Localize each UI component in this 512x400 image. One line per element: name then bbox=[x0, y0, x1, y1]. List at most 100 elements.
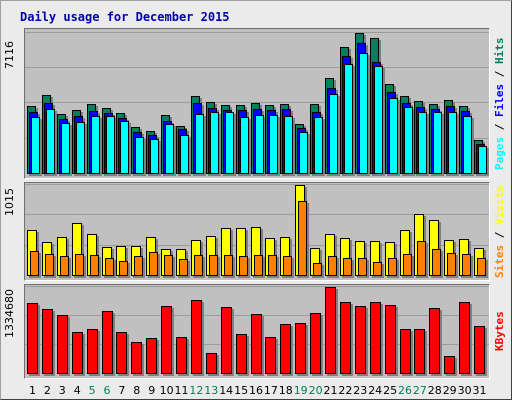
kbytes-bar-day-31 bbox=[474, 326, 485, 374]
x-tick-label: 31 bbox=[472, 384, 487, 397]
kbytes-bar-day-23 bbox=[354, 306, 366, 374]
kbytes-bar-day-17 bbox=[265, 337, 277, 374]
kbytes-bar-day-12 bbox=[190, 300, 202, 374]
kbytes-bar-day-4 bbox=[71, 332, 83, 374]
sites-bar-day-29 bbox=[447, 253, 457, 276]
legend-separator: / bbox=[493, 63, 506, 84]
sites-bar-day-11 bbox=[179, 259, 188, 276]
pages-bar-day-19 bbox=[299, 132, 309, 174]
gridline bbox=[25, 214, 489, 215]
kbytes-bar-day-3 bbox=[56, 315, 68, 374]
pages-bar-day-17 bbox=[269, 115, 279, 174]
pages-bar-day-15 bbox=[239, 117, 249, 174]
pages-bar-day-18 bbox=[284, 116, 294, 174]
pages-bar-day-28 bbox=[433, 112, 443, 174]
gridline bbox=[25, 67, 489, 68]
x-tick-label: 9 bbox=[148, 384, 156, 397]
pages-bar-day-26 bbox=[403, 107, 413, 174]
x-tick-label: 1 bbox=[29, 384, 36, 397]
x-tick-label: 19 bbox=[293, 384, 308, 397]
sites-bar-day-25 bbox=[387, 258, 397, 276]
x-tick-label: 11 bbox=[174, 384, 189, 397]
x-tick-label: 20 bbox=[308, 384, 323, 397]
visits-panel bbox=[24, 182, 490, 281]
sites-bar-day-18 bbox=[283, 256, 293, 276]
kbytes-bar-day-22 bbox=[339, 302, 351, 374]
x-tick-label: 27 bbox=[412, 384, 427, 397]
x-tick-label: 16 bbox=[249, 384, 263, 397]
kbytes-bar-day-27 bbox=[414, 329, 426, 374]
sites-bar-day-8 bbox=[134, 256, 144, 276]
x-tick-label: 8 bbox=[133, 384, 141, 397]
hits-ymax-label: 7116 bbox=[3, 41, 16, 70]
sites-bar-day-2 bbox=[44, 254, 54, 276]
kbytes-legend: KBytes bbox=[493, 284, 511, 379]
x-tick-label: 5 bbox=[88, 384, 96, 397]
sites-bar-day-30 bbox=[462, 254, 472, 276]
sites-bar-day-15 bbox=[238, 256, 248, 276]
pages-bar-day-23 bbox=[358, 53, 368, 174]
kbytes-bar-day-8 bbox=[131, 342, 143, 374]
x-tick-label: 15 bbox=[234, 384, 249, 397]
x-tick-label: 24 bbox=[368, 384, 383, 397]
kbytes-bar-day-9 bbox=[146, 338, 158, 374]
x-tick-label: 7 bbox=[118, 384, 126, 397]
pages-bar-day-22 bbox=[343, 64, 353, 174]
x-tick-label: 26 bbox=[398, 384, 412, 397]
pages-bar-day-12 bbox=[194, 114, 204, 174]
sites-bar-day-10 bbox=[164, 255, 174, 276]
kbytes-bar-day-2 bbox=[41, 309, 53, 374]
sites-bar-day-26 bbox=[402, 254, 412, 276]
sites-bar-day-21 bbox=[328, 256, 337, 276]
pages-bar-day-6 bbox=[105, 116, 115, 174]
kbytes-bar-day-15 bbox=[235, 334, 247, 374]
x-tick-label: 28 bbox=[427, 384, 442, 397]
kbytes-bar-day-19 bbox=[295, 323, 307, 374]
chart-title: Daily usage for December 2015 bbox=[20, 10, 230, 24]
x-tick-label: 22 bbox=[338, 384, 353, 397]
kbytes-bar-day-28 bbox=[429, 308, 441, 374]
pages-bar-day-4 bbox=[75, 122, 85, 174]
kbytes-bar-day-29 bbox=[444, 356, 456, 374]
x-tick-label: 21 bbox=[323, 384, 338, 397]
legend-item-pages: Pages bbox=[493, 136, 506, 170]
kbytes-bar-day-11 bbox=[176, 337, 187, 374]
x-tick-label: 17 bbox=[263, 384, 278, 397]
sites-bar-day-5 bbox=[89, 255, 99, 276]
sites-bar-day-9 bbox=[149, 252, 159, 276]
sites-bar-day-23 bbox=[357, 258, 367, 276]
pages-bar-day-9 bbox=[150, 139, 160, 174]
hits-legend: Pages / Files / Hits bbox=[493, 28, 511, 179]
sites-bar-day-20 bbox=[313, 263, 323, 276]
x-tick-label: 3 bbox=[58, 384, 66, 397]
kbytes-bar-day-30 bbox=[459, 302, 471, 374]
kbytes-bar-day-24 bbox=[369, 302, 381, 374]
kbytes-bar-day-14 bbox=[220, 307, 232, 374]
x-tick-label: 6 bbox=[103, 384, 111, 397]
sites-bar-day-14 bbox=[223, 255, 233, 276]
x-tick-label: 2 bbox=[43, 384, 51, 397]
sites-bar-day-4 bbox=[74, 254, 84, 276]
sites-bar-day-17 bbox=[268, 255, 278, 276]
gridline bbox=[25, 286, 489, 287]
kbytes-ymax-label: 1334680 bbox=[3, 289, 16, 339]
sites-bar-day-6 bbox=[104, 258, 114, 276]
pages-bar-day-30 bbox=[463, 116, 473, 174]
pages-bar-day-29 bbox=[448, 112, 458, 174]
gridline bbox=[25, 102, 489, 103]
kbytes-bar-day-6 bbox=[101, 311, 113, 374]
kbytes-bar-day-5 bbox=[86, 329, 98, 374]
x-tick-label: 23 bbox=[353, 384, 368, 397]
legend-item-sites: Sites bbox=[493, 244, 506, 278]
x-tick-label: 4 bbox=[73, 384, 81, 397]
kbytes-bar-day-18 bbox=[280, 324, 292, 374]
pages-bar-day-20 bbox=[314, 117, 324, 174]
legend-item-hits: Hits bbox=[493, 37, 506, 64]
kbytes-bar-day-13 bbox=[205, 353, 217, 374]
pages-bar-day-7 bbox=[120, 121, 130, 174]
sites-bar-day-28 bbox=[432, 249, 442, 276]
kbytes-bar-day-26 bbox=[399, 329, 411, 374]
legend-item-files: Files bbox=[493, 83, 506, 117]
gridline bbox=[25, 184, 489, 185]
